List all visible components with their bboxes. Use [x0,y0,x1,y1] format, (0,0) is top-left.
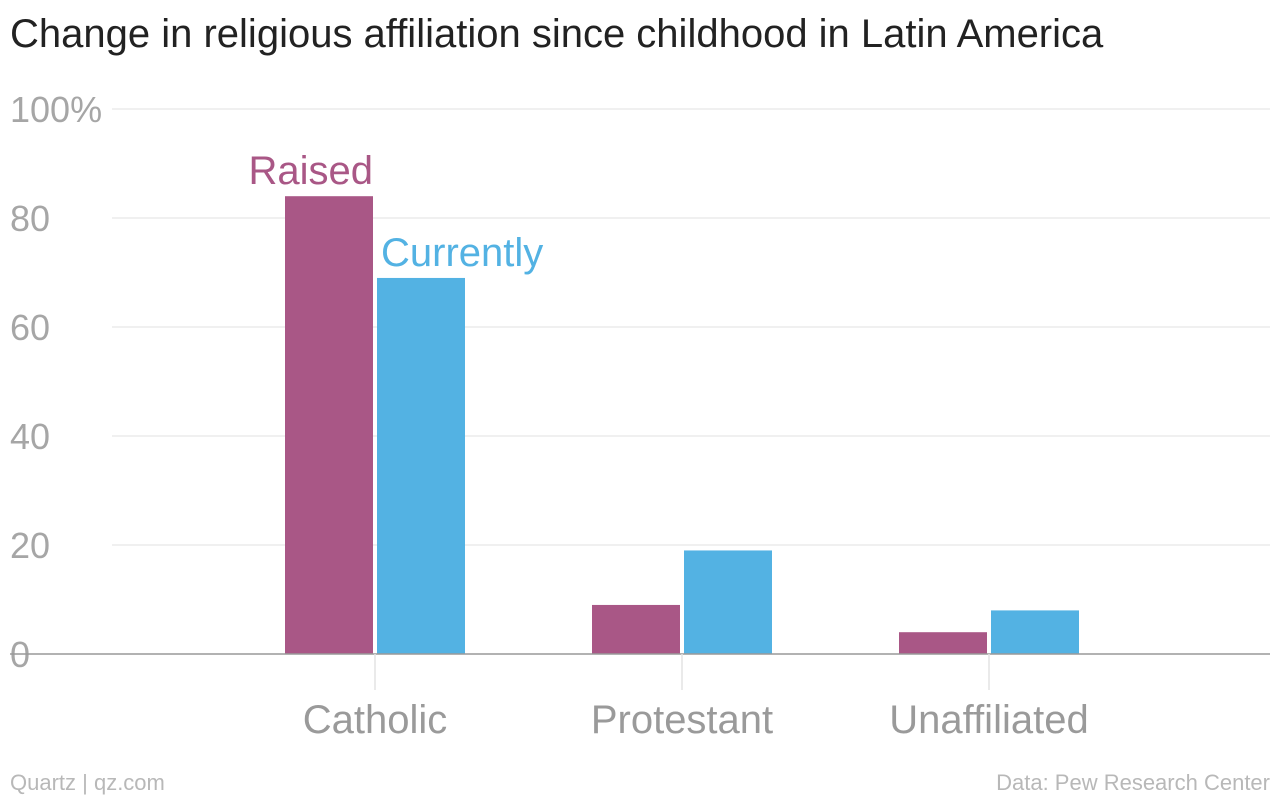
footer-credit: Quartz | qz.com [10,770,165,795]
bar-raised-catholic [285,196,373,654]
chart-title: Change in religious affiliation since ch… [10,12,1104,56]
y-tick-label: 80 [10,198,50,239]
x-tick-label-unaffiliated: Unaffiliated [889,698,1088,742]
bar-currently-catholic [377,277,465,654]
bars [285,196,1079,654]
x-axis-ticks: Catholic Protestant Unaffiliated [303,654,1089,742]
y-tick-label: 40 [10,416,50,457]
series-label-raised: Raised [248,149,373,193]
series-label-currently: Currently [381,231,543,275]
y-tick-label: 60 [10,307,50,348]
bar-currently-protestant [684,550,772,654]
bar-raised-protestant [592,604,680,654]
y-tick-label: 20 [10,525,50,566]
bar-raised-unaffiliated [899,632,987,654]
y-tick-label: 100% [10,89,102,130]
x-tick-label-catholic: Catholic [303,698,448,742]
footer-source: Data: Pew Research Center [996,770,1270,795]
x-tick-label-protestant: Protestant [591,698,773,742]
bar-currently-unaffiliated [991,610,1079,654]
